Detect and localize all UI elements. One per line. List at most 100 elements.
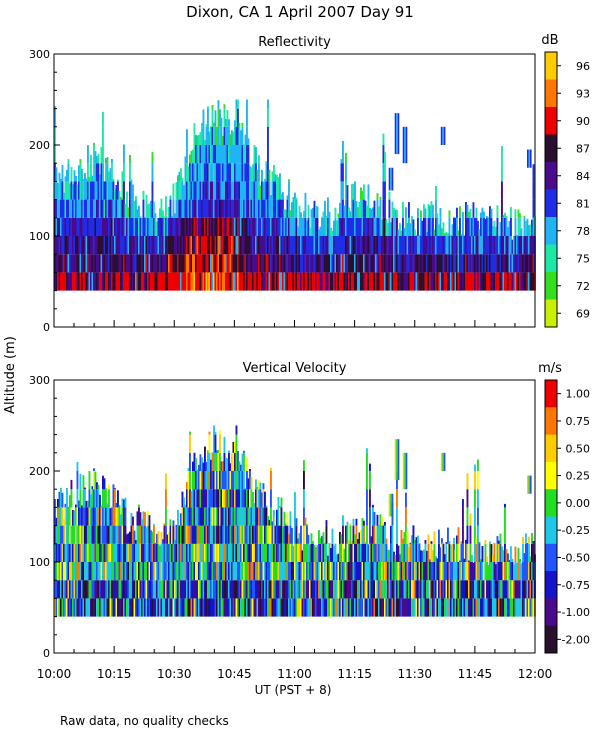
data-cell [501,580,503,599]
data-cell [385,218,388,236]
data-cell [295,254,298,273]
data-cell [345,580,347,599]
data-cell [262,562,265,581]
data-cell [207,163,209,182]
data-cell [271,181,274,200]
data-cell [441,543,443,562]
data-cell [220,471,223,490]
data-cell [370,562,373,581]
data-cell [234,452,236,471]
data-cell [469,254,472,273]
data-cell [435,556,437,562]
data-cell [205,254,208,273]
data-cell [466,580,469,599]
data-cell [93,254,95,273]
data-cell [81,181,83,200]
data-cell [372,254,374,273]
data-cell [211,254,214,273]
data-cell [387,236,389,255]
data-cell [303,489,305,508]
data-cell [85,580,88,599]
data-cell [304,517,307,526]
data-cell [220,236,223,255]
data-cell [292,217,295,236]
data-cell [61,562,64,581]
data-cell [499,533,502,544]
data-cell [165,525,167,544]
data-cell [211,181,214,200]
data-cell [219,109,221,127]
data-cell [99,507,101,526]
data-cell [291,217,293,236]
data-cell [211,452,214,471]
data-cell [85,562,88,581]
data-cell [222,598,224,617]
data-cell [454,217,457,218]
data-cell [214,471,217,490]
data-cell [360,272,362,291]
data-cell [196,163,199,182]
data-cell [222,507,224,526]
data-cell [84,543,86,562]
data-cell [391,562,394,581]
data-cell [250,525,253,544]
data-cell [517,580,520,599]
data-cell [121,217,124,236]
data-cell [232,217,235,236]
data-cell [166,254,169,273]
data-cell [294,543,296,562]
data-cell [480,254,482,273]
data-cell [303,580,305,599]
data-cell [108,236,110,255]
data-cell [316,206,319,218]
data-cell [480,212,482,218]
data-cell [333,272,335,291]
data-cell [190,217,193,236]
data-cell [78,181,80,200]
data-cell [309,544,311,562]
data-cell [505,598,508,617]
data-cell [499,272,502,291]
data-cell [210,254,212,273]
data-cell [433,598,436,617]
data-cell [339,531,341,544]
data-cell [475,562,478,581]
data-cell [180,598,182,617]
data-cell [178,217,181,236]
data-cell [201,199,203,218]
data-cell [381,272,383,291]
data-cell [297,543,299,562]
data-cell [172,183,175,200]
data-cell [439,547,442,562]
data-cell [100,163,103,182]
data-cell [325,520,328,526]
data-cell [145,527,148,544]
data-cell [441,228,443,236]
data-cell [486,598,488,617]
data-cell [115,254,118,273]
data-cell [424,217,427,236]
data-cell [109,543,112,562]
data-cell [277,181,280,200]
data-cell [130,217,133,236]
data-cell [196,543,199,562]
data-cell [387,222,389,236]
data-cell [487,216,490,218]
data-cell [75,217,77,236]
data-cell [342,543,344,562]
data-cell [388,580,391,599]
data-cell [91,175,94,182]
data-cell [157,598,160,617]
data-cell [90,598,92,617]
data-cell [106,157,109,164]
data-cell [295,543,298,562]
data-cell [403,532,406,544]
data-cell [277,236,280,255]
data-cell [291,202,293,218]
data-cell [502,215,505,218]
data-cell [102,475,104,490]
data-cell [255,199,257,218]
data-cell [493,580,496,599]
data-cell [66,598,68,617]
data-cell [115,562,118,581]
